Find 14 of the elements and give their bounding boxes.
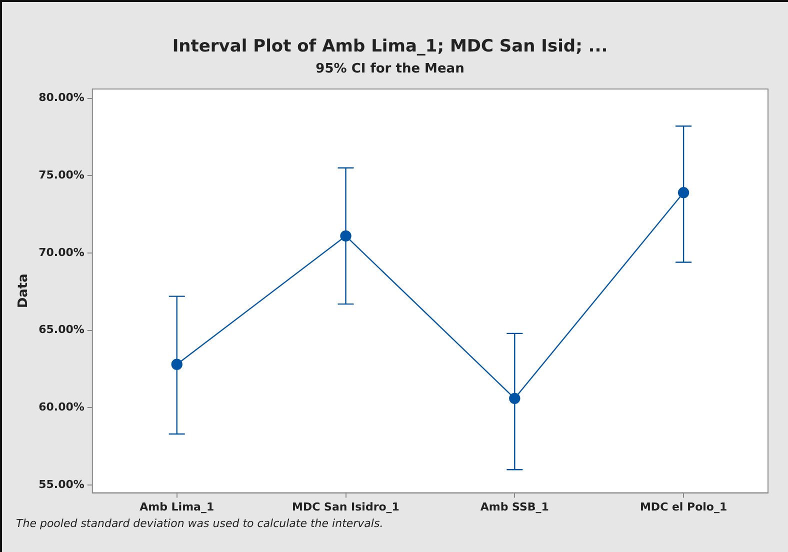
x-tick-label: Amb Lima_1: [140, 500, 214, 514]
chart-subtitle: 95% CI for the Mean: [316, 62, 464, 77]
x-tick-label: Amb SSB_1: [480, 500, 549, 514]
y-tick-label: 55.00%: [38, 478, 84, 491]
x-tick-label: MDC el Polo_1: [640, 500, 728, 514]
y-tick-label: 70.00%: [38, 246, 84, 259]
y-tick-label: 65.00%: [38, 323, 84, 336]
y-axis-title: Data: [16, 274, 32, 308]
y-tick-label: 80.00%: [38, 91, 84, 104]
text: The pooled standard deviation was used to calculate the intervals.: [16, 517, 384, 530]
chart-title: Interval Plot of Amb Lima_1; MDC San Isid; ...: [172, 36, 608, 57]
y-tick-label: 75.00%: [38, 168, 84, 182]
y-tick-label: 60.00%: [38, 400, 84, 414]
x-tick-label: MDC San Isidro_1: [292, 500, 400, 514]
